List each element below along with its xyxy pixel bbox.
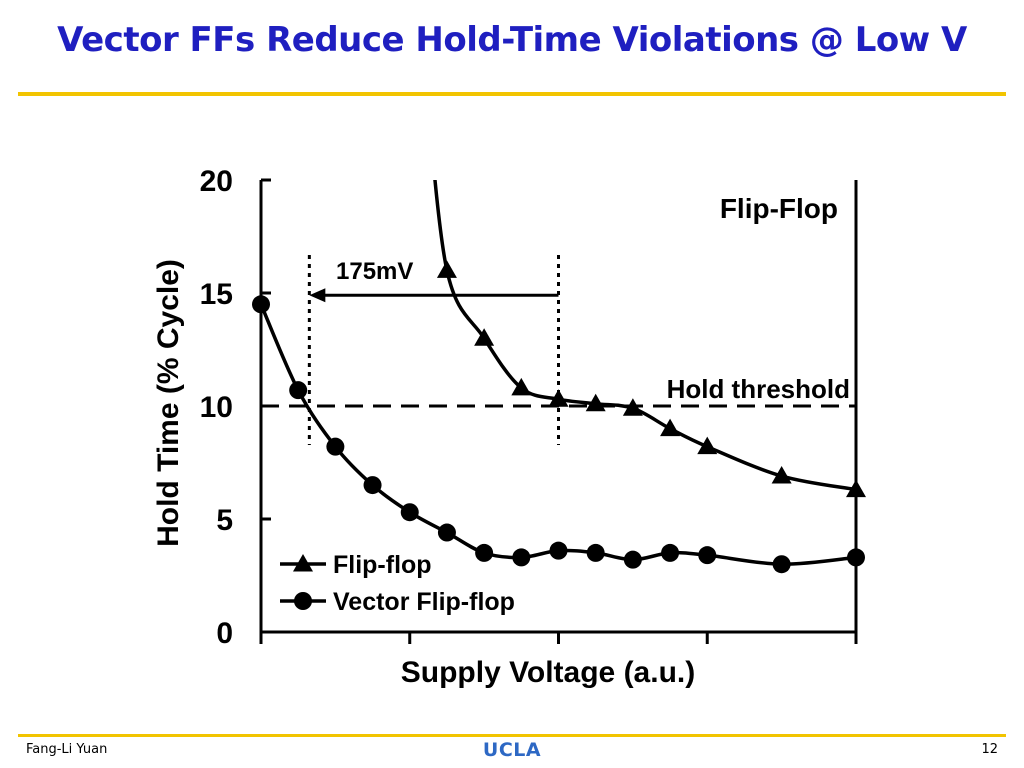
data-point-circle [698,546,717,565]
data-point-triangle [548,389,569,407]
y-tick-label: 15 [200,278,233,311]
footer-divider [18,734,1006,737]
series-vector-flip-flop [252,295,865,574]
data-point-circle [326,437,345,456]
data-point-triangle [697,436,718,455]
delta-label: 175mV [336,258,413,285]
data-point-circle [289,381,308,400]
data-point-triangle [622,398,643,416]
data-point-triangle [585,393,606,412]
ucla-logo: UCLA [482,739,542,761]
data-point-circle [549,541,568,560]
data-point-triangle [846,479,866,498]
hold-threshold-label: Hold threshold [667,374,850,404]
y-tick-label: 10 [200,391,233,424]
data-point-circle [252,295,270,314]
series-line [433,180,857,492]
y-tick-label: 0 [216,617,233,650]
footer-author: Fang-Li Yuan [26,742,108,757]
data-point-circle [772,555,791,574]
legend-marker-circle [294,592,312,610]
data-point-triangle [771,466,792,484]
page-number: 12 [981,742,998,757]
data-point-circle [512,548,531,567]
data-point-circle [623,550,642,569]
legend-label: Flip-flop [333,551,432,579]
chart-legend: Flip-flop Vector Flip-flop [280,551,515,616]
chart-title: Flip-Flop [720,193,838,224]
legend-marker-triangle [293,554,313,572]
data-point-circle [475,543,494,562]
data-point-triangle [474,328,495,346]
series-flip-flop [433,180,866,498]
y-tick-label: 20 [200,165,233,198]
data-point-triangle [660,418,681,437]
data-point-circle [363,476,382,495]
data-point-triangle [436,260,457,278]
y-tick-label: 5 [216,504,233,537]
series-line [259,303,857,566]
data-point-triangle [511,377,532,396]
data-point-circle [400,503,419,522]
chart-series [252,180,866,574]
title-underline [18,92,1006,96]
y-axis-label: Hold Time (% Cycle) [152,259,185,547]
data-point-circle [586,543,605,562]
legend-label: Vector Flip-flop [333,588,515,616]
x-axis-label: Supply Voltage (a.u.) [401,656,695,689]
delta-arrow-head [309,288,326,303]
slide-title: Vector FFs Reduce Hold-Time Violations @… [57,20,967,60]
hold-time-chart: 0 5 10 15 20 Hold threshold 175mV Flip-flop Ve… [152,165,866,689]
data-point-circle [847,548,865,567]
data-point-circle [437,523,456,542]
data-point-circle [661,543,680,562]
chart-annotations: Hold threshold 175mV [261,255,856,445]
